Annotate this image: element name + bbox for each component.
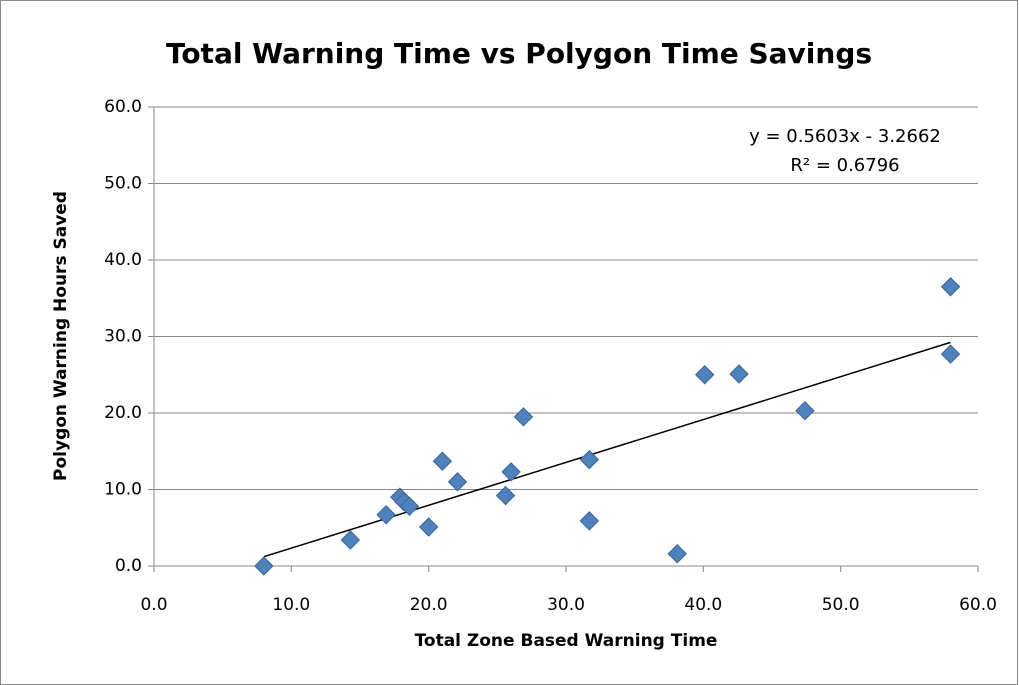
scatter-point (667, 544, 687, 564)
y-tick-label: 40.0 (104, 250, 142, 270)
scatter-point (795, 400, 815, 421)
y-tick-label: 20.0 (104, 403, 142, 423)
trendline (263, 341, 951, 558)
scatter-point (694, 365, 715, 385)
scatter-point (399, 496, 420, 517)
scatter-point (513, 407, 534, 427)
scatter-point (432, 451, 453, 471)
scatter-point (340, 530, 361, 550)
x-tick-label: 60.0 (959, 595, 997, 615)
x-axis-title: Total Zone Based Warning Time (415, 631, 718, 651)
y-tick-label: 50.0 (104, 174, 142, 194)
scatter-point (940, 277, 961, 297)
x-tick-label: 20.0 (410, 595, 448, 615)
scatter-point (418, 517, 439, 537)
x-tick-label: 0.0 (140, 595, 167, 615)
x-tick-label: 40.0 (684, 595, 722, 615)
scatter-point (729, 364, 749, 384)
scatter-point (447, 472, 468, 492)
scatter-point (940, 344, 961, 364)
x-tick-label: 30.0 (547, 595, 585, 615)
y-axis-title: Polygon Warning Hours Saved (51, 191, 71, 481)
y-tick-label: 0.0 (115, 556, 142, 576)
scatter-point (579, 511, 600, 531)
y-tick-label: 10.0 (104, 480, 142, 500)
scatter-point (254, 556, 274, 576)
x-tick-label: 50.0 (822, 595, 860, 615)
scatter-point (501, 462, 521, 482)
chart-title: Total Warning Time vs Polygon Time Savin… (166, 37, 872, 70)
trendline-equation: y = 0.5603x - 3.2662 (749, 126, 941, 147)
scatter-point (495, 485, 516, 506)
trendline-r-squared: R² = 0.6796 (790, 155, 899, 176)
y-tick-label: 30.0 (104, 327, 142, 347)
scatter-point (579, 449, 600, 470)
y-tick-label: 60.0 (104, 97, 142, 117)
x-tick-label: 10.0 (272, 595, 310, 615)
scatter-point (376, 505, 396, 525)
